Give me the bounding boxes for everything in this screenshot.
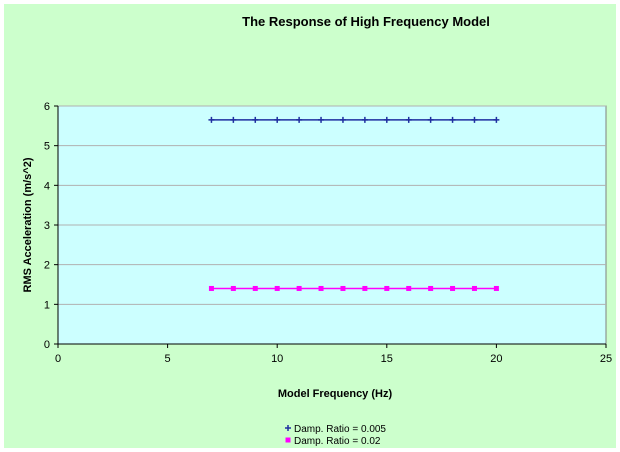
data-point-1: [405, 116, 412, 123]
legend-label-1: Damp. Ratio = 0.005: [294, 424, 386, 435]
data-point-2: [296, 285, 302, 291]
y-tick-labels: 0 1 2 3 4 5 6: [44, 101, 50, 351]
data-point-2: [230, 285, 236, 291]
x-tick-label: 0: [55, 353, 61, 365]
data-point-2: [471, 285, 477, 291]
data-point-2: [493, 285, 499, 291]
grid-lines: [54, 105, 606, 345]
data-point-2: [318, 285, 324, 291]
y-tick-label: 4: [44, 180, 50, 192]
data-point-2: [450, 285, 456, 291]
data-point-1: [339, 116, 346, 123]
y-axis-label: RMS Acceleration (m/s^2): [22, 157, 34, 292]
data-point-2: [252, 285, 258, 291]
legend-label-2: Damp. Ratio = 0.02: [294, 436, 381, 447]
data-point-2: [406, 285, 412, 291]
chart-title: The Response of High Frequency Model: [242, 14, 490, 29]
data-point-1: [361, 116, 368, 123]
data-point-1: [208, 116, 215, 123]
legend-marker-1: [285, 425, 291, 431]
x-tick-label: 10: [271, 353, 283, 365]
x-tick-label: 5: [165, 353, 171, 365]
data-point-1: [296, 116, 303, 123]
data-point-2: [274, 285, 280, 291]
chart-area: The Response of High Frequency Model 0 1 2…: [4, 4, 616, 448]
y-tick-label: 1: [44, 299, 50, 311]
y-tick-label: 2: [44, 260, 50, 272]
x-tick-label: 20: [490, 353, 502, 365]
data-series: [208, 116, 500, 291]
data-point-2: [362, 285, 368, 291]
data-point-2: [428, 285, 434, 291]
y-tick-label: 5: [44, 141, 50, 153]
x-axis-label: Model Frequency (Hz): [278, 388, 393, 400]
data-point-1: [383, 116, 390, 123]
data-point-2: [340, 285, 346, 291]
x-tick-label: 25: [600, 353, 612, 365]
legend-marker-2: [285, 437, 291, 443]
data-point-1: [252, 116, 259, 123]
data-point-1: [471, 116, 478, 123]
data-point-1: [449, 116, 456, 123]
y-tick-label: 3: [44, 220, 50, 232]
data-point-1: [274, 116, 281, 123]
data-point-1: [230, 116, 237, 123]
data-point-1: [318, 116, 325, 123]
data-point-2: [384, 285, 390, 291]
data-point-1: [493, 116, 500, 123]
chart-svg: The Response of High Frequency Model 0 1 2…: [22, 14, 612, 447]
x-tick-label: 15: [381, 353, 393, 365]
x-tick-labels: 0 5 10 15 20 25: [55, 344, 612, 365]
y-tick-label: 0: [44, 339, 50, 351]
y-tick-label: 6: [44, 101, 50, 113]
data-point-2: [208, 285, 214, 291]
data-point-1: [427, 116, 434, 123]
